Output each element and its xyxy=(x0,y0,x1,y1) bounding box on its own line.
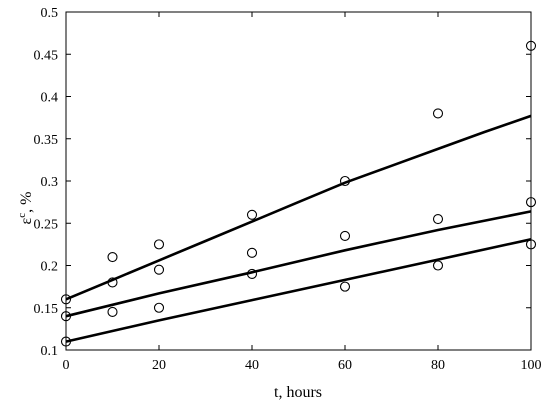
series-2-fit-line xyxy=(65,210,532,318)
y-tick-label: 0.3 xyxy=(41,175,59,190)
x-axis-label: t, hours xyxy=(274,384,322,401)
series-2-point xyxy=(339,230,351,241)
x-tick-label: 0 xyxy=(63,358,70,373)
y-tick-label: 0.45 xyxy=(34,48,59,63)
series-3-point xyxy=(432,260,444,271)
y-axis-label-superscript: c xyxy=(16,213,28,218)
series-2 xyxy=(60,197,537,322)
y-tick-label: 0.1 xyxy=(41,344,59,359)
y-tick-label: 0.2 xyxy=(41,260,59,275)
plot-area xyxy=(60,40,537,347)
series-3-point xyxy=(246,268,258,280)
y-axis-label: εc, % xyxy=(16,192,35,225)
axes: 0 20 40 60 80 100 0.1 0.15 0.2 0.25 0.3 0.35 0.4 0.45… xyxy=(34,6,542,373)
series-3-point xyxy=(107,306,118,318)
y-tick-label: 0.4 xyxy=(41,91,59,106)
x-tick-label: 60 xyxy=(338,358,352,373)
series-1-point xyxy=(339,175,351,187)
series-3-fit-line xyxy=(65,238,532,343)
x-tick-label: 80 xyxy=(431,358,445,373)
x-tick-label: 40 xyxy=(245,358,259,373)
series-1-point xyxy=(153,239,165,250)
series-1-point xyxy=(246,209,258,220)
y-tick-label: 0.15 xyxy=(34,302,59,317)
series-3 xyxy=(60,238,537,347)
series-3-point xyxy=(339,281,351,292)
y-axis-label-symbol: ε xyxy=(18,217,35,224)
y-tick-label: 0.25 xyxy=(34,217,59,232)
x-tick-label: 20 xyxy=(152,358,166,373)
series-1-point xyxy=(432,108,444,119)
series-2-point xyxy=(153,264,165,275)
y-axis-label-unit: , % xyxy=(18,192,35,213)
series-1-fit-line xyxy=(65,114,532,301)
x-tick-label: 100 xyxy=(521,358,542,373)
y-tick-label: 0.35 xyxy=(34,133,59,148)
series-3-point xyxy=(153,302,165,313)
series-2-point xyxy=(246,247,258,258)
series-1 xyxy=(60,40,537,305)
series-2-point xyxy=(432,213,444,225)
y-tick-label: 0.5 xyxy=(41,6,59,21)
series-2-point xyxy=(107,277,118,288)
series-1-point xyxy=(107,251,118,263)
